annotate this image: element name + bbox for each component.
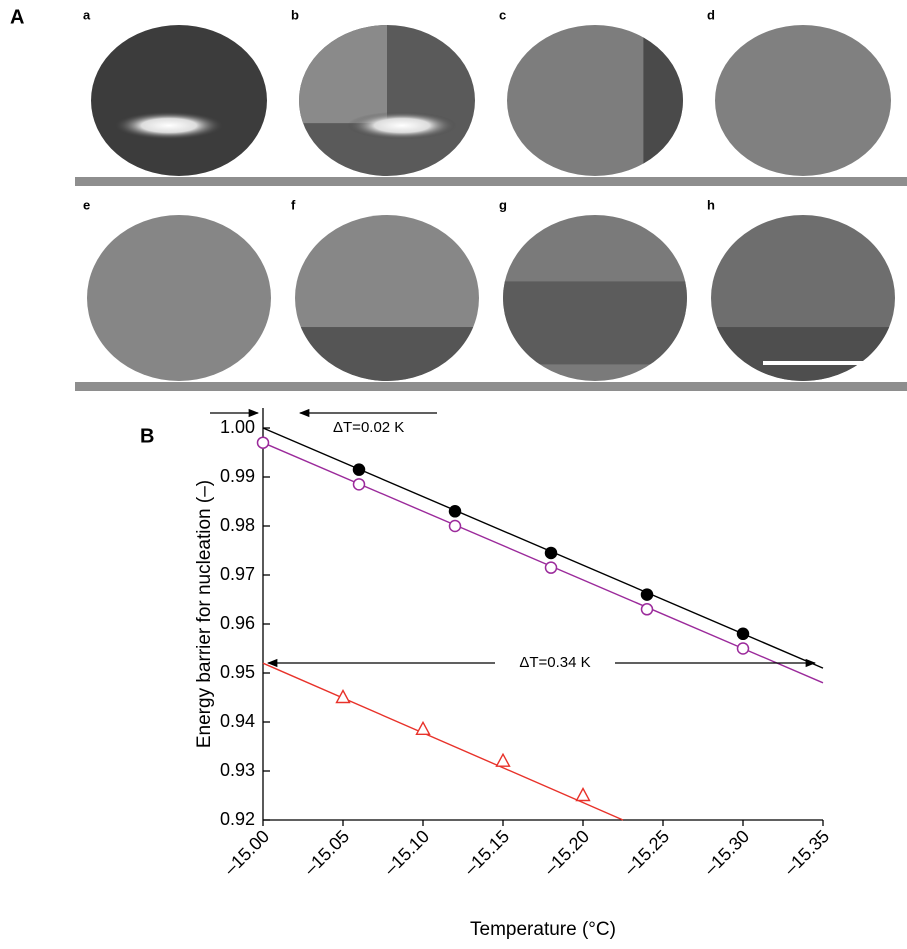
x-tick-label: –15.35 xyxy=(780,826,833,879)
image-label: c xyxy=(499,7,506,22)
image-label: d xyxy=(707,7,715,22)
marker xyxy=(738,643,749,654)
marker xyxy=(450,506,461,517)
light-spot xyxy=(114,112,224,140)
image-label: f xyxy=(291,197,296,212)
frozen-region xyxy=(295,327,479,410)
photo-grid: a b c d e f g h xyxy=(75,7,907,410)
image-label: b xyxy=(291,7,299,22)
substrate xyxy=(283,177,491,186)
y-tick-label: 0.99 xyxy=(220,466,255,486)
marker xyxy=(546,562,557,573)
image-label: g xyxy=(499,197,507,212)
y-tick-label: 0.94 xyxy=(220,711,255,731)
y-tick-label: 0.93 xyxy=(220,760,255,780)
droplet xyxy=(91,25,267,176)
image-label: e xyxy=(83,197,90,212)
marker xyxy=(417,722,430,734)
panel-label: B xyxy=(140,425,154,447)
marker xyxy=(354,464,365,475)
y-tick-label: 0.95 xyxy=(220,662,255,682)
substrate xyxy=(75,177,283,186)
substrate xyxy=(75,382,283,391)
marker xyxy=(258,437,269,448)
substrate xyxy=(699,382,907,391)
marker xyxy=(546,547,557,558)
droplet xyxy=(715,25,891,176)
x-axis-title: Temperature (°C) xyxy=(470,919,616,940)
annotation: ΔT=0.02 K xyxy=(333,419,404,436)
panel-label: A xyxy=(10,6,24,28)
substrate xyxy=(283,382,491,391)
light-spot xyxy=(347,112,457,140)
x-tick-label: –15.05 xyxy=(300,826,353,879)
figure: A abcdefgh B 0.920.930.940.950.960.970.9… xyxy=(0,0,907,949)
droplet xyxy=(87,215,271,381)
x-tick-label: –15.30 xyxy=(700,826,753,879)
frozen-region xyxy=(711,327,895,410)
marker xyxy=(642,604,653,615)
y-tick-label: 0.92 xyxy=(220,809,255,829)
y-tick-label: 0.97 xyxy=(220,564,255,584)
marker xyxy=(577,789,590,801)
plot: 0.92 0.93 0.94 0.95 0.96 0.97 0.98 0.99 1.00 –15.… xyxy=(194,408,833,940)
y-tick-label: 0.96 xyxy=(220,613,255,633)
y-axis-title: Energy barrier for nucleation (–) xyxy=(194,480,215,748)
x-tick-label: –15.25 xyxy=(620,826,673,879)
marker xyxy=(642,589,653,600)
x-tick-label: –15.10 xyxy=(380,826,433,879)
x-tick-label: –15.20 xyxy=(540,826,593,879)
marker xyxy=(497,754,510,766)
image-label: h xyxy=(707,197,715,212)
substrate xyxy=(491,177,699,186)
substrate xyxy=(491,382,699,391)
x-tick-label: –15.00 xyxy=(220,826,273,879)
annotation: ΔT=0.34 K xyxy=(519,654,590,671)
marker xyxy=(354,479,365,490)
substrate xyxy=(699,177,907,186)
y-tick-label: 0.98 xyxy=(220,515,255,535)
frozen-region xyxy=(503,281,687,364)
marker xyxy=(738,628,749,639)
marker xyxy=(450,521,461,532)
y-tick-label: 1.00 xyxy=(220,417,255,437)
fit-line xyxy=(263,663,623,820)
ice-region xyxy=(299,25,387,123)
image-label: a xyxy=(83,7,91,22)
x-tick-label: –15.15 xyxy=(460,826,513,879)
